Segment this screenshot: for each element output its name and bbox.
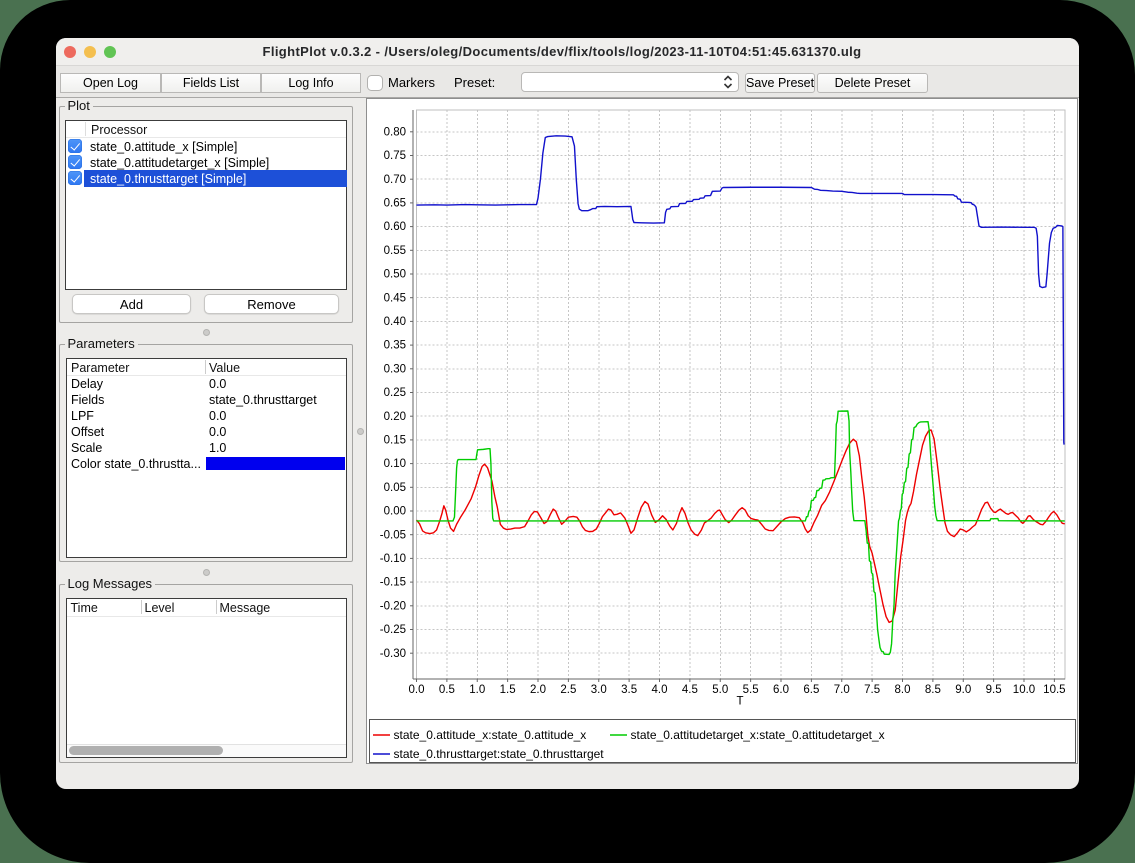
svg-text:4.5: 4.5: [682, 684, 698, 696]
svg-text:0.0: 0.0: [409, 684, 425, 696]
svg-text:0.65: 0.65: [384, 198, 406, 210]
svg-text:2.0: 2.0: [530, 684, 546, 696]
svg-text:0.60: 0.60: [384, 221, 406, 233]
svg-text:6.5: 6.5: [803, 684, 819, 696]
svg-text:4.0: 4.0: [652, 684, 668, 696]
svg-text:-0.20: -0.20: [380, 600, 406, 612]
svg-text:5.0: 5.0: [712, 684, 728, 696]
svg-text:0.15: 0.15: [384, 435, 406, 447]
svg-text:state_0.attitudetarget_x:state: state_0.attitudetarget_x:state_0.attitud…: [631, 728, 885, 742]
svg-text:T: T: [736, 696, 743, 708]
svg-text:-0.05: -0.05: [380, 529, 406, 541]
svg-text:0.80: 0.80: [384, 126, 406, 138]
svg-text:0.00: 0.00: [384, 506, 406, 518]
svg-text:7.0: 7.0: [834, 684, 850, 696]
svg-text:10.5: 10.5: [1043, 684, 1065, 696]
svg-text:state_0.attitude_x:state_0.att: state_0.attitude_x:state_0.attitude_x: [394, 728, 587, 742]
svg-text:0.75: 0.75: [384, 150, 406, 162]
svg-text:10.0: 10.0: [1013, 684, 1035, 696]
svg-text:state_0.thrusttarget:state_0.t: state_0.thrusttarget:state_0.thrusttarge…: [394, 747, 605, 761]
svg-text:8.5: 8.5: [925, 684, 941, 696]
svg-text:0.50: 0.50: [384, 269, 406, 281]
svg-text:6.0: 6.0: [773, 684, 789, 696]
svg-text:-0.10: -0.10: [380, 553, 406, 565]
svg-text:7.5: 7.5: [864, 684, 880, 696]
svg-text:5.5: 5.5: [743, 684, 759, 696]
svg-text:0.70: 0.70: [384, 174, 406, 186]
svg-text:0.40: 0.40: [384, 316, 406, 328]
svg-text:-0.15: -0.15: [380, 577, 406, 589]
svg-text:1.0: 1.0: [469, 684, 485, 696]
svg-text:9.5: 9.5: [986, 684, 1002, 696]
svg-text:2.5: 2.5: [560, 684, 576, 696]
svg-text:0.45: 0.45: [384, 292, 406, 304]
svg-text:8.0: 8.0: [895, 684, 911, 696]
svg-text:0.10: 0.10: [384, 458, 406, 470]
svg-text:-0.30: -0.30: [380, 648, 406, 660]
svg-text:1.5: 1.5: [500, 684, 516, 696]
svg-text:3.0: 3.0: [591, 684, 607, 696]
svg-text:9.0: 9.0: [955, 684, 971, 696]
svg-text:0.35: 0.35: [384, 340, 406, 352]
svg-text:0.20: 0.20: [384, 411, 406, 423]
svg-text:3.5: 3.5: [621, 684, 637, 696]
svg-text:0.25: 0.25: [384, 387, 406, 399]
svg-text:0.55: 0.55: [384, 245, 406, 257]
svg-text:0.5: 0.5: [439, 684, 455, 696]
svg-text:-0.25: -0.25: [380, 624, 406, 636]
svg-text:0.30: 0.30: [384, 363, 406, 375]
svg-text:0.05: 0.05: [384, 482, 406, 494]
